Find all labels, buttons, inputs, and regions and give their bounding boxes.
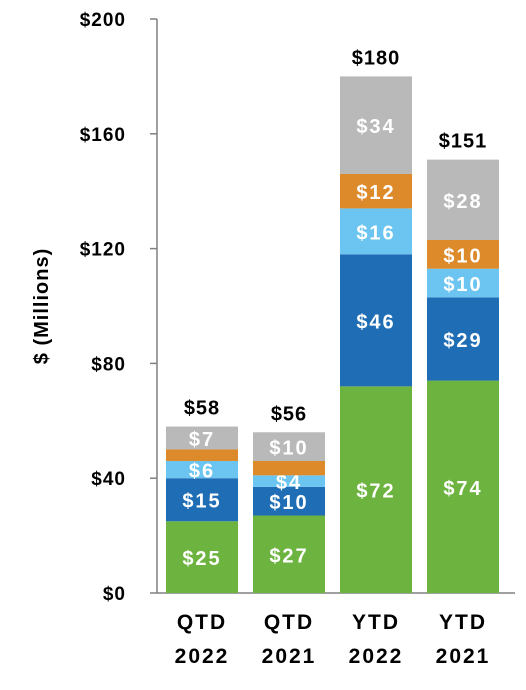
category-label-line1: YTD: [352, 611, 400, 634]
segment-value-label: $10: [443, 274, 482, 296]
y-tick-label: $160: [80, 125, 126, 146]
bar-segment: [340, 386, 412, 593]
category-label-line2: 2022: [175, 645, 230, 668]
bar-segment: [166, 449, 238, 461]
bar-segment: [253, 486, 325, 516]
segment-value-label: $27: [269, 545, 308, 567]
segment-value-label: $72: [356, 481, 395, 503]
segment-value-label: $46: [356, 311, 395, 333]
bar-segment: [427, 268, 499, 298]
category-label-line2: 2022: [349, 645, 404, 668]
segment-value-label: $25: [182, 548, 221, 570]
category-label-line1: YTD: [439, 611, 487, 634]
segment-value-label: $6: [189, 461, 215, 483]
category-label-line2: 2021: [436, 645, 491, 668]
segment-value-label: $7: [189, 429, 215, 451]
bar-segment: [253, 460, 325, 476]
segment-value-label: $16: [356, 222, 395, 244]
bar-segment: [340, 254, 412, 387]
bar-total-label: $151: [439, 131, 488, 153]
bar-segment: [253, 515, 325, 593]
segment-value-label: $10: [269, 438, 308, 460]
bar-segment: [166, 478, 238, 522]
segment-value-label: $10: [443, 245, 482, 267]
bar-total-label: $56: [271, 403, 307, 425]
segment-value-label: $10: [269, 492, 308, 514]
segment-value-label: $34: [356, 116, 395, 138]
bar-total-label: $180: [352, 47, 401, 69]
segment-value-label: $12: [356, 182, 395, 204]
segment-value-label: $29: [443, 330, 482, 352]
segment-value-label: $15: [182, 491, 221, 513]
y-tick-label: $0: [103, 584, 126, 605]
category-label-line1: QTD: [264, 611, 314, 634]
bar-segment: [253, 432, 325, 461]
bar-segment: [427, 239, 499, 269]
category-label-line1: QTD: [177, 611, 227, 634]
y-axis-title: $ (Millions): [31, 248, 53, 364]
y-tick-label: $200: [80, 10, 126, 31]
y-tick-label: $40: [91, 469, 126, 490]
bar-segment: [427, 159, 499, 240]
bar-segment: [427, 380, 499, 593]
bar-segment: [166, 426, 238, 450]
y-tick-label: $120: [80, 240, 126, 261]
y-tick-label: $80: [91, 354, 126, 375]
bar-total-label: $58: [184, 398, 220, 420]
bar-segment: [340, 76, 412, 174]
segment-value-label: $4: [276, 472, 302, 494]
bar-segment: [340, 173, 412, 209]
bar-segment: [166, 460, 238, 479]
segment-value-label: $28: [443, 191, 482, 213]
category-label-line2: 2021: [262, 645, 317, 668]
bar-segment: [253, 475, 325, 487]
bar-segment: [166, 521, 238, 593]
segment-value-label: $74: [443, 478, 482, 500]
bar-segment: [340, 208, 412, 255]
bar-segment: [427, 297, 499, 381]
